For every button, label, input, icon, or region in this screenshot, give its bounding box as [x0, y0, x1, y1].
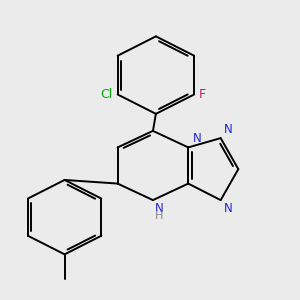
Text: N: N: [224, 202, 233, 215]
Text: Cl: Cl: [101, 88, 113, 101]
Text: N: N: [155, 202, 164, 215]
Text: N: N: [224, 122, 233, 136]
Text: H: H: [155, 212, 164, 221]
Text: F: F: [199, 88, 206, 101]
Text: N: N: [193, 132, 202, 146]
